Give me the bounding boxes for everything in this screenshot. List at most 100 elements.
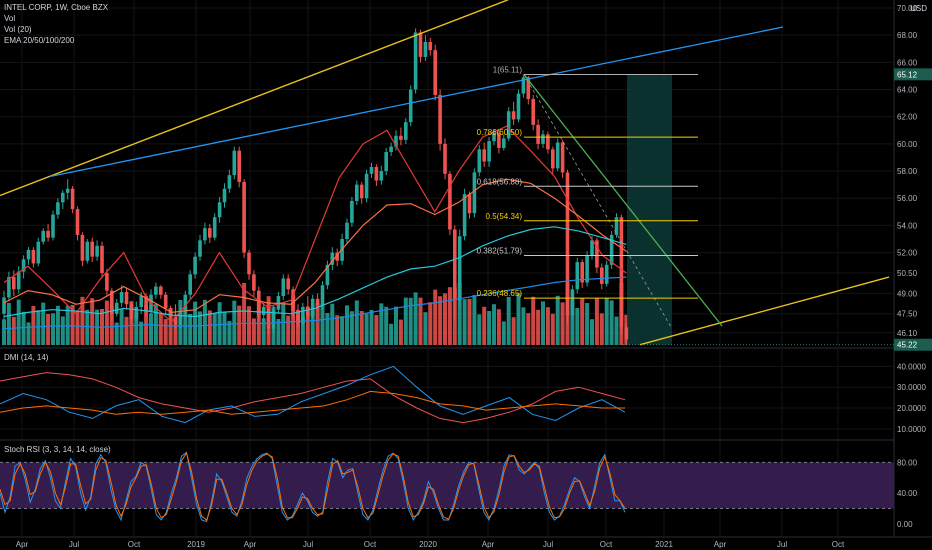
candle-body [70,188,75,210]
volume-bar [325,313,330,345]
trendline-green [523,74,723,327]
volume-bar [438,296,443,345]
volume-bar [198,311,202,345]
candle-body [516,93,521,120]
candle-body [428,41,433,51]
candle-body [467,194,472,214]
volume-bar [90,298,95,345]
ema-100-line [3,226,627,318]
candle-body [252,274,256,291]
ema-20-line [3,125,627,323]
volume-bar [51,313,55,345]
dmi-line-0 [0,372,626,424]
volume-bar [496,309,501,345]
candle-body [271,309,276,329]
volume-bar [139,321,144,345]
candle-body [222,188,227,203]
indicator-ema-label[interactable]: EMA 20/50/100/200 [4,36,75,45]
time-tick-label: Jul [543,540,553,549]
candle-body [374,166,379,181]
candle-body [257,290,261,316]
candle-body [16,271,21,290]
candle-body [26,249,31,260]
candle-body [418,32,423,57]
fib-level-label: 0.618(56.88) [477,177,523,186]
volume-bar [536,309,541,345]
volume-bar [398,319,403,345]
currency-label: USD [910,4,927,13]
volume-bar [242,283,247,345]
indicator-vol-label[interactable]: Vol [4,14,16,23]
candle-body [506,111,511,139]
stoch-panel-label[interactable]: Stoch RSI (3, 3, 14, 14, close) [4,445,111,454]
volume-bar [487,311,492,345]
candle-body [521,77,526,94]
candle-body [110,290,114,314]
time-tick-label: Jul [69,540,79,549]
volume-bar [119,308,124,345]
time-tick-label: Jul [777,540,787,549]
volume-bar [340,316,345,345]
time-tick-label: 2020 [419,540,437,549]
candle-body [261,306,266,316]
time-tick-label: Apr [16,540,29,549]
volume-bar [349,311,354,345]
candle-body [281,278,286,297]
volume-bar [570,299,575,345]
candle-body [80,234,85,261]
candle-body [310,298,315,317]
candle-body [551,149,555,169]
candle-body [286,278,290,290]
time-tick-label: Apr [244,540,257,549]
volume-bar [305,306,310,345]
indicator-vol20-label[interactable]: Vol (20) [4,25,32,34]
candle-body [413,32,418,90]
candle-body [296,311,300,324]
candle-body [408,89,413,123]
price-tick-label: 60.00 [897,140,918,149]
volume-bar [109,306,114,345]
stoch-tick-label: 40.00 [897,489,918,498]
volume-bar [6,303,11,345]
candle-body [100,245,104,273]
volume-bar [75,310,80,345]
last-price-tag [894,68,932,81]
volume-bar [46,314,51,345]
volume-bar [104,300,109,345]
volume-bar [149,313,153,345]
candle-body [217,202,222,218]
volume-bar [443,293,447,345]
price-tick-label: 70.00 [897,4,918,13]
candle-body [546,134,550,150]
volume-bar [492,304,496,345]
price-tick-label: 64.00 [897,86,918,95]
volume-bar [70,305,75,345]
volume-bar [11,316,16,345]
trendline-upper-yellow [0,0,509,197]
volume-bar [207,310,212,345]
volume-bar [545,307,550,345]
volume-bar [413,292,418,345]
volume-bar [423,312,428,345]
candle-body [565,172,570,316]
candle-body [614,217,619,235]
volume-bar [227,321,232,345]
candle-body [511,111,516,120]
candle-body [423,41,428,57]
candle-body [531,99,535,125]
volume-bar [575,308,580,345]
candle-body [497,133,501,148]
candle-body [443,143,447,174]
volume-bar [31,306,36,345]
candle-body [575,262,580,290]
volume-bar [379,303,384,345]
time-tick-label: Oct [364,540,377,549]
candle-body [129,304,134,320]
volume-bar [501,321,506,345]
candle-body [193,256,197,275]
volume-bar [428,302,433,345]
dmi-panel-label[interactable]: DMI (14, 14) [4,353,49,362]
volume-bar [296,309,300,345]
candle-body [526,77,531,100]
